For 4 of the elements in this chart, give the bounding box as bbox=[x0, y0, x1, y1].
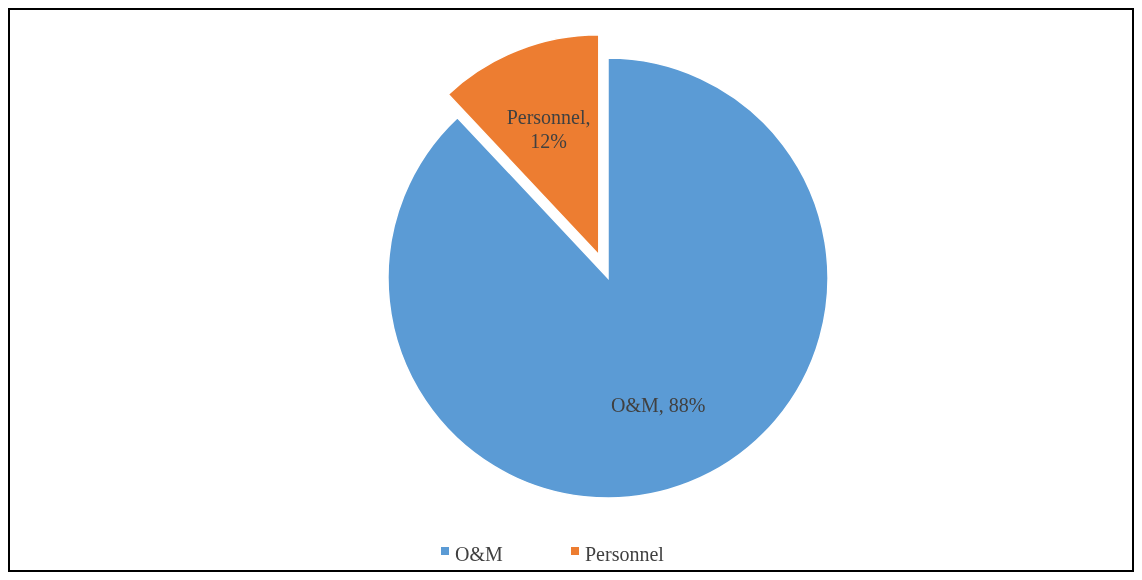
legend-label: O&M bbox=[455, 542, 503, 565]
data-label: Personnel, 12% bbox=[506, 105, 591, 152]
data-label: O&M, 88% bbox=[610, 393, 706, 416]
legend-label: Personnel bbox=[585, 542, 665, 565]
